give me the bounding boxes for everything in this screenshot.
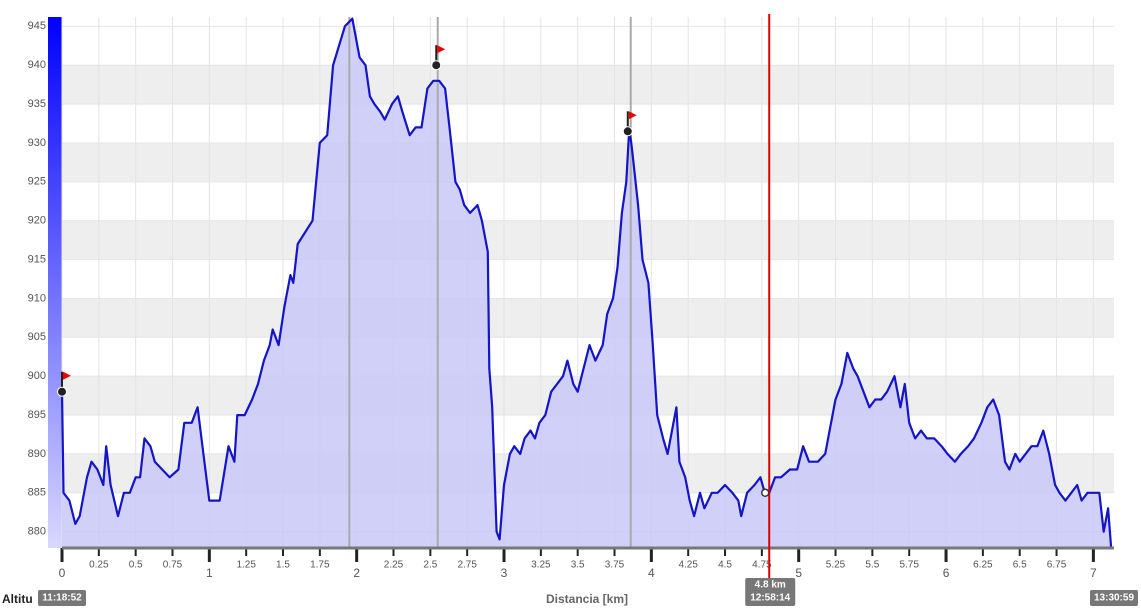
y-tick-label: 925 (28, 176, 46, 188)
waypoint (431, 60, 442, 71)
cursor-point (760, 488, 770, 498)
x-tick-label: 1 (206, 566, 213, 580)
x-tick-label: 1.75 (310, 560, 330, 571)
x-tick-label: 0.25 (89, 560, 109, 571)
grid-band (62, 298, 1114, 338)
flag (63, 371, 71, 380)
y-tick-label: 920 (28, 215, 46, 227)
x-tick-label: 4.75 (752, 560, 772, 571)
x-tick-label: 5 (795, 566, 802, 580)
area (62, 18, 1112, 549)
x-axis-label: Distancia [km] (546, 592, 628, 606)
x-tick-label: 4.25 (678, 560, 698, 571)
x-tick-label: 6.5 (1013, 560, 1027, 571)
x-tick-label: 3 (501, 566, 508, 580)
y-tick-label: 885 (28, 487, 46, 499)
axis-bar (48, 17, 62, 548)
x-tick-label: 4 (648, 566, 655, 580)
x-tick-label: 0 (59, 566, 66, 580)
x-tick-label: 3.25 (531, 560, 551, 571)
x-tick-label: 5.25 (826, 560, 846, 571)
x-tick-label: 6 (943, 566, 950, 580)
y-tick-label: 890 (28, 448, 46, 460)
y-tick-label: 895 (28, 409, 46, 421)
waypoint (622, 126, 633, 137)
x-tick-label: 5.5 (865, 560, 879, 571)
grid-band (62, 220, 1114, 260)
x-tick-label: 0.5 (129, 560, 143, 571)
x-tick-label: 2.5 (423, 560, 437, 571)
x-tick-label: 2.75 (457, 560, 477, 571)
x-tick-label: 2.25 (384, 560, 404, 571)
time-label: 11:18:52 (42, 593, 82, 604)
y-tick-label: 880 (28, 526, 46, 538)
cursor-distance: 4.8 km (755, 580, 786, 591)
waypoint (57, 386, 67, 397)
plot-area (60, 17, 1114, 549)
x-tick-label: 6.25 (973, 560, 993, 571)
y-tick-label: 910 (28, 292, 46, 304)
y-tick-label: 935 (28, 98, 46, 110)
y-axis-label: Altitu (2, 592, 33, 606)
x-tick-label: 5.75 (899, 560, 919, 571)
x-tick-label: 1.5 (276, 560, 290, 571)
time-box (38, 590, 86, 606)
time-box (1090, 590, 1138, 606)
x-tick-label: 1.25 (236, 560, 256, 571)
y-tick-label: 940 (28, 59, 46, 71)
flag (628, 111, 637, 120)
y-tick-label: 915 (28, 253, 46, 265)
x-tick-label: 6.75 (1047, 560, 1067, 571)
cursor-box (745, 578, 796, 606)
grid-band (62, 65, 1114, 105)
x-tick-label: 2 (353, 566, 360, 580)
x-tick-label: 0.75 (163, 560, 183, 571)
y-tick-label: 930 (28, 137, 46, 149)
x-tick-label: 3.5 (571, 560, 585, 571)
time-label: 13:30:59 (1094, 593, 1134, 604)
x-tick-label: 7 (1090, 566, 1097, 580)
y-tick-label: 900 (28, 370, 46, 382)
x-tick-label: 4.5 (718, 560, 732, 571)
profile-line (60, 17, 1113, 548)
y-tick-label: 945 (28, 20, 46, 32)
grid-band (62, 142, 1114, 182)
y-tick-label: 905 (28, 331, 46, 343)
flag (437, 45, 446, 54)
x-tick-label: 3.75 (605, 560, 625, 571)
cursor-time: 12:58:14 (750, 593, 790, 604)
